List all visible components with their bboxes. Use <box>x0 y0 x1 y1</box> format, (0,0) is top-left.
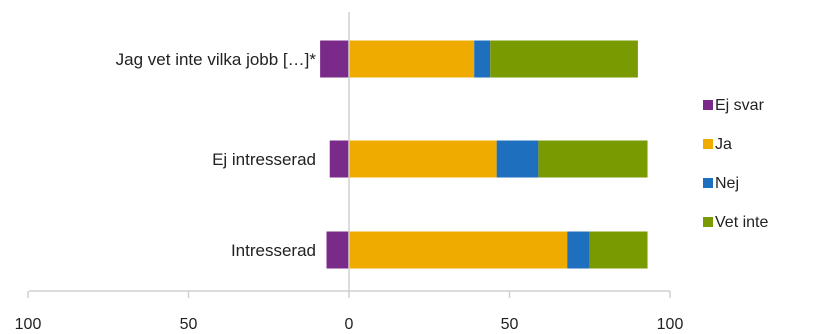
x-axis: 100 50 0 50 100 <box>15 290 684 333</box>
bar-ej-svar-2 <box>326 231 349 269</box>
x-tick-label: 50 <box>180 316 198 333</box>
x-tick-label: 50 <box>501 316 519 333</box>
legend-label: Ej svar <box>715 97 765 114</box>
legend-label: Vet inte <box>715 214 768 231</box>
x-tick-label: 0 <box>345 316 354 333</box>
bar-vet-inte-0 <box>490 40 638 78</box>
bar-nej-1 <box>496 140 539 178</box>
x-tick-label: 100 <box>15 316 42 333</box>
bar-ej-svar-0 <box>320 40 349 78</box>
bar-vet-inte-1 <box>538 140 648 178</box>
legend-label: Nej <box>715 175 739 192</box>
x-tick-label: 100 <box>657 316 684 333</box>
bar-ja-0 <box>349 40 475 78</box>
legend-swatch <box>703 100 713 110</box>
legend-swatch <box>703 139 713 149</box>
bar-vet-inte-2 <box>589 231 648 269</box>
bar-ej-svar-1 <box>329 140 349 178</box>
category-label: Ej intresserad <box>212 150 316 169</box>
legend-swatch <box>703 217 713 227</box>
bar-ja-1 <box>349 140 497 178</box>
legend-swatch <box>703 178 713 188</box>
bar-nej-2 <box>567 231 590 269</box>
category-label: Jag vet inte vilka jobb […]* <box>116 50 317 69</box>
category-label: Intresserad <box>231 241 316 260</box>
legend: Ej svar Ja Nej Vet inte <box>703 97 768 231</box>
bar-ja-2 <box>349 231 568 269</box>
bar-nej-0 <box>474 40 491 78</box>
category-labels: Jag vet inte vilka jobb […]* Ej intresser… <box>116 50 317 260</box>
bars-layer <box>320 40 648 269</box>
legend-label: Ja <box>715 136 732 153</box>
